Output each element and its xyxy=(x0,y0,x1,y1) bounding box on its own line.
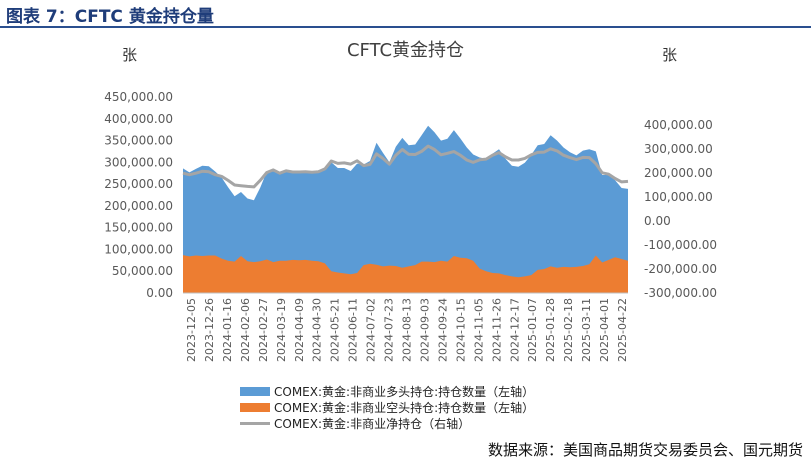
figure-title: 图表 7：CFTC 黄金持仓量 xyxy=(6,7,214,27)
legend-label-long: COMEX:黄金:非商业多头持仓:持仓数量（左轴） xyxy=(274,385,535,399)
x-tick-label: 2025-04-01 xyxy=(598,298,611,362)
left-tick-label: 0.00 xyxy=(146,286,173,300)
x-tick-label: 2024-11-05 xyxy=(472,298,485,362)
x-tick-label: 2024-08-13 xyxy=(401,298,414,362)
right-tick-label: 200,000.00 xyxy=(644,166,713,180)
right-tick-label: 300,000.00 xyxy=(644,142,713,156)
x-tick-label: 2023-12-26 xyxy=(203,298,216,362)
right-tick-label: -200,000.00 xyxy=(644,262,717,276)
left-tick-label: 250,000.00 xyxy=(104,177,173,191)
legend-item-short: COMEX:黄金:非商业空头持仓:持仓数量（左轴） xyxy=(240,400,534,415)
x-tick-label: 2024-04-09 xyxy=(293,298,306,362)
x-tick-label: 2024-05-21 xyxy=(329,298,342,362)
left-tick-label: 100,000.00 xyxy=(104,242,173,256)
x-tick-label: 2024-11-26 xyxy=(490,298,503,362)
right-axis-unit: 张 xyxy=(662,46,678,64)
area-series-long xyxy=(183,125,628,293)
x-tick-label: 2024-07-02 xyxy=(365,298,378,362)
data-source: 数据来源：美国商品期货交易委员会、国元期货 xyxy=(487,441,803,459)
x-tick-label: 2024-06-11 xyxy=(347,298,360,362)
legend-label-short: COMEX:黄金:非商业空头持仓:持仓数量（左轴） xyxy=(274,401,535,415)
chart-title: CFTC黄金持仓 xyxy=(346,40,465,61)
x-tick-label: 2024-01-16 xyxy=(221,298,234,362)
legend-swatch-short xyxy=(240,403,270,412)
x-tick-label: 2024-07-23 xyxy=(383,298,396,362)
x-tick-label: 2025-02-18 xyxy=(562,298,575,362)
chart-legend: COMEX:黄金:非商业多头持仓:持仓数量（左轴） COMEX:黄金:非商业空头… xyxy=(240,384,534,432)
x-tick-label: 2024-09-24 xyxy=(436,298,449,362)
x-tick-label: 2025-03-11 xyxy=(580,298,593,362)
x-tick-label: 2025-04-22 xyxy=(616,298,629,362)
left-tick-label: 350,000.00 xyxy=(104,134,173,148)
x-tick-label: 2024-02-06 xyxy=(239,298,252,362)
left-tick-label: 400,000.00 xyxy=(104,112,173,126)
legend-item-long: COMEX:黄金:非商业多头持仓:持仓数量（左轴） xyxy=(240,384,534,399)
legend-label-net: COMEX:黄金:非商业净持仓（右轴） xyxy=(274,417,471,431)
left-tick-label: 200,000.00 xyxy=(104,199,173,213)
x-tick-label: 2024-09-03 xyxy=(419,298,432,362)
left-tick-label: 150,000.00 xyxy=(104,221,173,235)
left-tick-label: 450,000.00 xyxy=(104,90,173,104)
x-tick-label: 2024-04-30 xyxy=(311,298,324,362)
x-tick-label: 2025-01-07 xyxy=(526,298,539,362)
legend-swatch-net xyxy=(240,422,270,425)
left-tick-label: 50,000.00 xyxy=(112,264,173,278)
x-tick-label: 2024-02-27 xyxy=(257,298,270,362)
x-tick-label: 2024-10-15 xyxy=(454,298,467,362)
x-tick-label: 2025-01-28 xyxy=(544,298,557,362)
right-tick-label: -300,000.00 xyxy=(644,286,717,300)
right-tick-label: 0.00 xyxy=(644,214,671,228)
right-tick-label: -100,000.00 xyxy=(644,238,717,252)
x-tick-label: 2024-12-17 xyxy=(508,298,521,362)
title-divider xyxy=(0,26,811,28)
legend-item-net: COMEX:黄金:非商业净持仓（右轴） xyxy=(240,416,534,431)
legend-swatch-long xyxy=(240,387,270,396)
x-tick-label: 2023-12-05 xyxy=(185,298,198,362)
x-tick-label: 2024-03-19 xyxy=(275,298,288,362)
area-series-short xyxy=(183,255,628,293)
right-tick-label: 100,000.00 xyxy=(644,190,713,204)
line-series-net xyxy=(182,144,629,189)
left-tick-label: 300,000.00 xyxy=(104,155,173,169)
right-tick-label: 400,000.00 xyxy=(644,118,713,132)
left-axis-unit: 张 xyxy=(122,46,138,64)
